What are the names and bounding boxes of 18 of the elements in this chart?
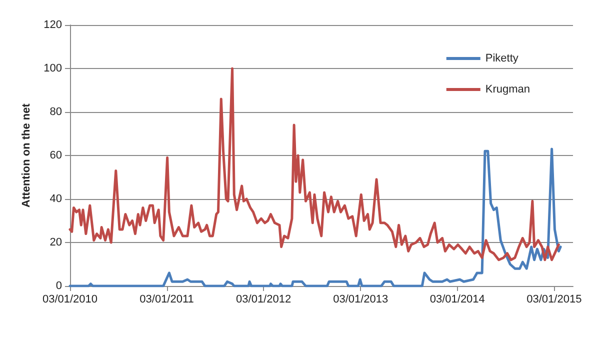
legend-label: Krugman bbox=[485, 84, 530, 96]
x-tick-label: 03/01/2014 bbox=[430, 294, 485, 306]
legend-label: Piketty bbox=[485, 52, 519, 64]
y-axis-title: Attention on the net bbox=[20, 103, 32, 208]
y-tick-label: 100 bbox=[44, 62, 62, 74]
x-tick-label: 03/01/2010 bbox=[42, 294, 98, 306]
x-tick-label: 03/01/2011 bbox=[140, 294, 194, 306]
line-series bbox=[68, 67, 560, 262]
x-tick-label: 03/01/2013 bbox=[333, 294, 388, 306]
line-series bbox=[68, 148, 562, 288]
y-tick-label: 40 bbox=[50, 193, 62, 205]
y-tick-label: 0 bbox=[56, 280, 62, 292]
x-tick-label: 03/01/2015 bbox=[526, 294, 582, 306]
y-tick-label: 20 bbox=[50, 236, 62, 248]
y-tick-label: 120 bbox=[44, 19, 62, 31]
y-tick-label: 60 bbox=[50, 150, 62, 162]
y-tick-label: 80 bbox=[50, 106, 62, 118]
x-tick-label: 03/01/2012 bbox=[236, 294, 292, 306]
